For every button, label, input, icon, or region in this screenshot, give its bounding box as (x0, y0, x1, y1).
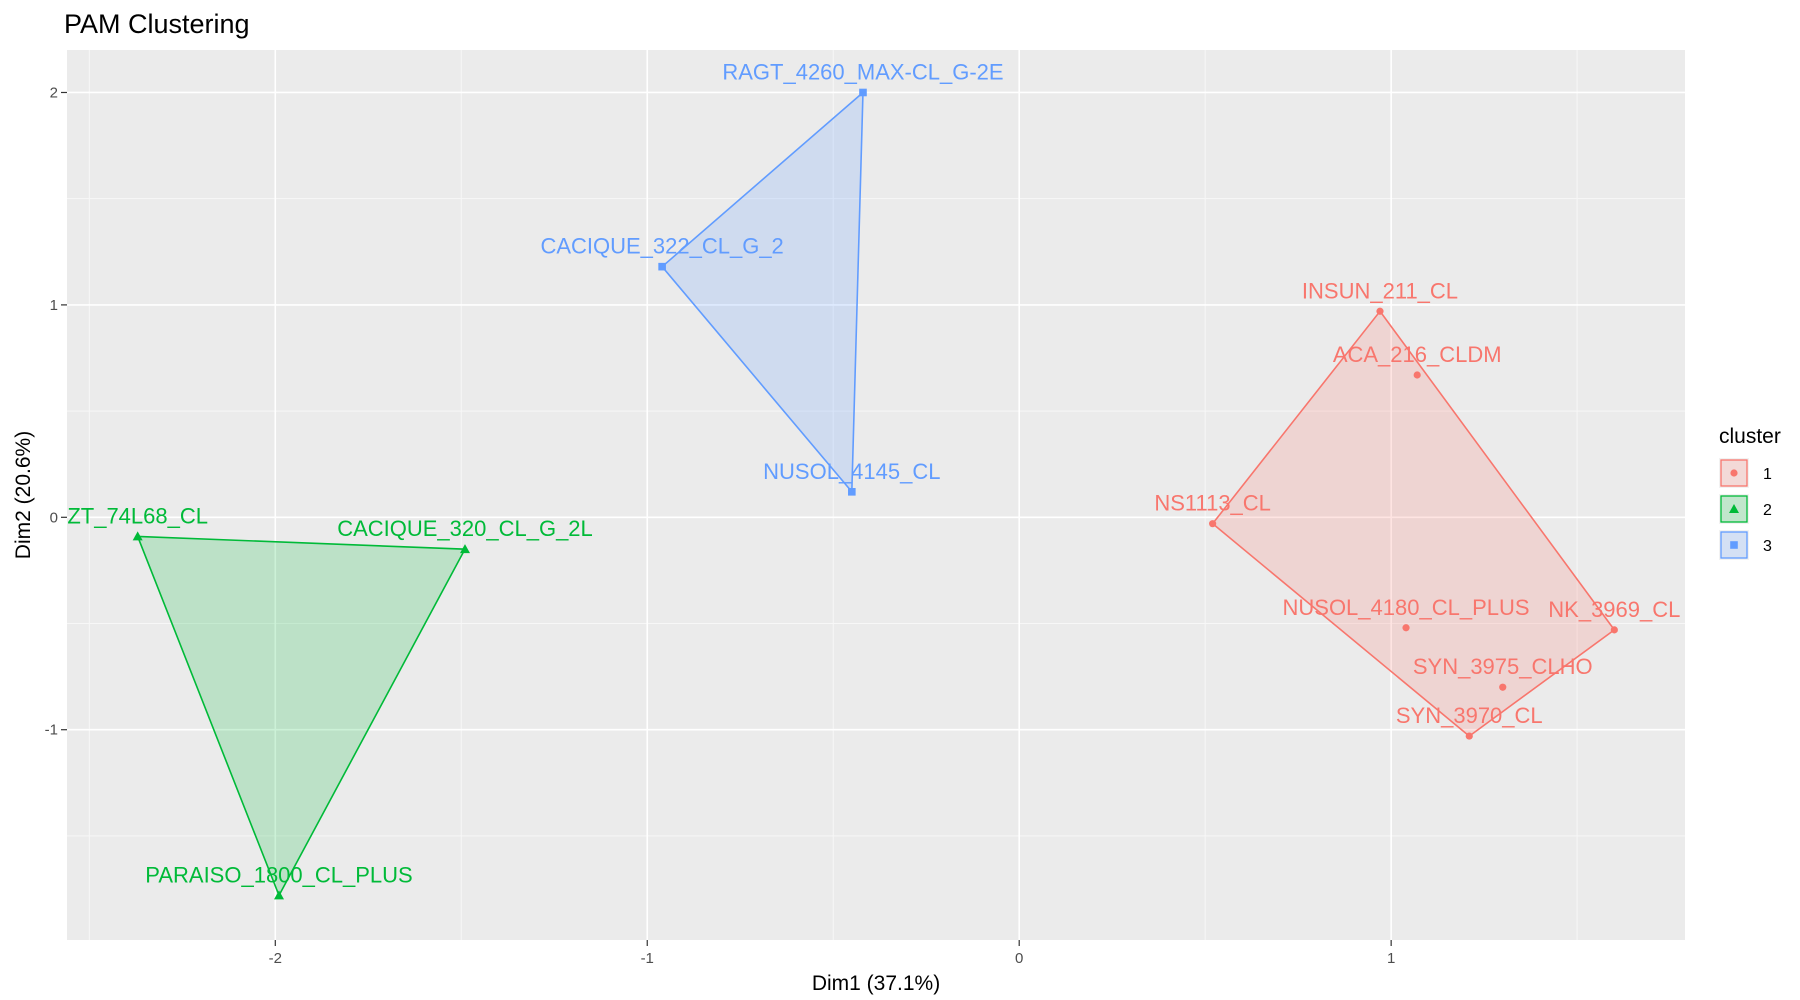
point-paraiso-1800-cl-plus (274, 890, 285, 900)
x-axis-label: Dim1 (37.1%) (812, 972, 940, 995)
x-tick-label: -2 (269, 950, 282, 967)
label-cacique-322-cl-g-2: CACIQUE_322_CL_G_2 (540, 234, 783, 259)
data-points (132, 88, 1618, 900)
point-nusol-4145-cl (848, 488, 856, 496)
point-zt-74l68-cl (132, 531, 143, 541)
label-ragt-4260-max-cl-g-2e: RAGT_4260_MAX-CL_G-2E (722, 59, 1003, 84)
label-ns1113-cl: NS1113_CL (1154, 491, 1271, 516)
label-aca-216-cldm: ACA_216_CLDM (1333, 342, 1502, 367)
legend-label-1: 1 (1763, 466, 1772, 483)
label-nusol-4145-cl: NUSOL_4145_CL (763, 459, 940, 484)
x-axis: -2 -1 0 1 (269, 940, 1395, 967)
cluster-3-hull (661, 90, 864, 494)
y-axis-label: Dim2 (20.6%) (12, 431, 35, 559)
label-syn-3975-clho: SYN_3975_CLHO (1413, 654, 1593, 679)
y-tick-label: -1 (45, 722, 58, 739)
label-paraiso-1800-cl-plus: PARAISO_1800_CL_PLUS (145, 862, 412, 887)
label-nk-3969-cl: NK_3969_CL (1548, 597, 1680, 622)
label-nusol-4180-cl-plus: NUSOL_4180_CL_PLUS (1283, 595, 1530, 620)
legend: cluster 1 2 3 (1719, 425, 1781, 560)
legend-key-marker (1729, 504, 1739, 513)
label-syn-3970-cl: SYN_3970_CL (1396, 703, 1543, 728)
chart-title: PAM Clustering (64, 9, 250, 39)
point-cacique-322-cl-g-2 (658, 262, 666, 271)
x-tick-label: 1 (1387, 950, 1395, 967)
legend-key-marker (1730, 541, 1738, 549)
legend-entry-3: 3 (1719, 530, 1772, 560)
point-nk-3969-cl (1610, 626, 1618, 634)
legend-label-3: 3 (1763, 538, 1772, 555)
point-syn-3975-clho (1499, 683, 1507, 691)
legend-entry-1: 1 (1719, 458, 1772, 488)
point-insun-211-cl (1376, 307, 1384, 315)
label-zt-74l68-cl: ZT_74L68_CL (67, 503, 208, 528)
point-cacique-320-cl-g-2l (459, 544, 470, 554)
y-tick-label: 2 (50, 84, 58, 101)
major-gridlines (67, 50, 1685, 940)
legend-entry-2: 2 (1719, 494, 1772, 524)
y-tick-label: 0 (50, 509, 58, 526)
point-aca-216-cldm (1413, 371, 1421, 379)
cluster-2-hull (136, 535, 467, 898)
y-tick-label: 1 (50, 297, 58, 314)
point-syn-3970-cl (1465, 732, 1473, 740)
point-ragt-4260-max-cl-g-2e (859, 88, 867, 97)
label-cacique-320-cl-g-2l: CACIQUE_320_CL_G_2L (337, 516, 593, 541)
cluster-hulls (136, 90, 1616, 898)
legend-key-marker (1730, 469, 1738, 477)
legend-title: cluster (1719, 425, 1781, 448)
label-insun-211-cl: INSUN_211_CL (1302, 278, 1458, 303)
y-axis: -1 0 1 2 (45, 84, 67, 739)
point-ns1113-cl (1209, 520, 1217, 528)
point-nusol-4180-cl-plus (1402, 624, 1410, 632)
point-labels: INSUN_211_CL ACA_216_CLDM NS1113_CL NUSOL_4… (67, 59, 1680, 887)
legend-label-2: 2 (1763, 502, 1772, 519)
x-tick-label: 0 (1015, 950, 1023, 967)
x-tick-label: -1 (641, 950, 654, 967)
minor-gridlines (67, 50, 1685, 940)
